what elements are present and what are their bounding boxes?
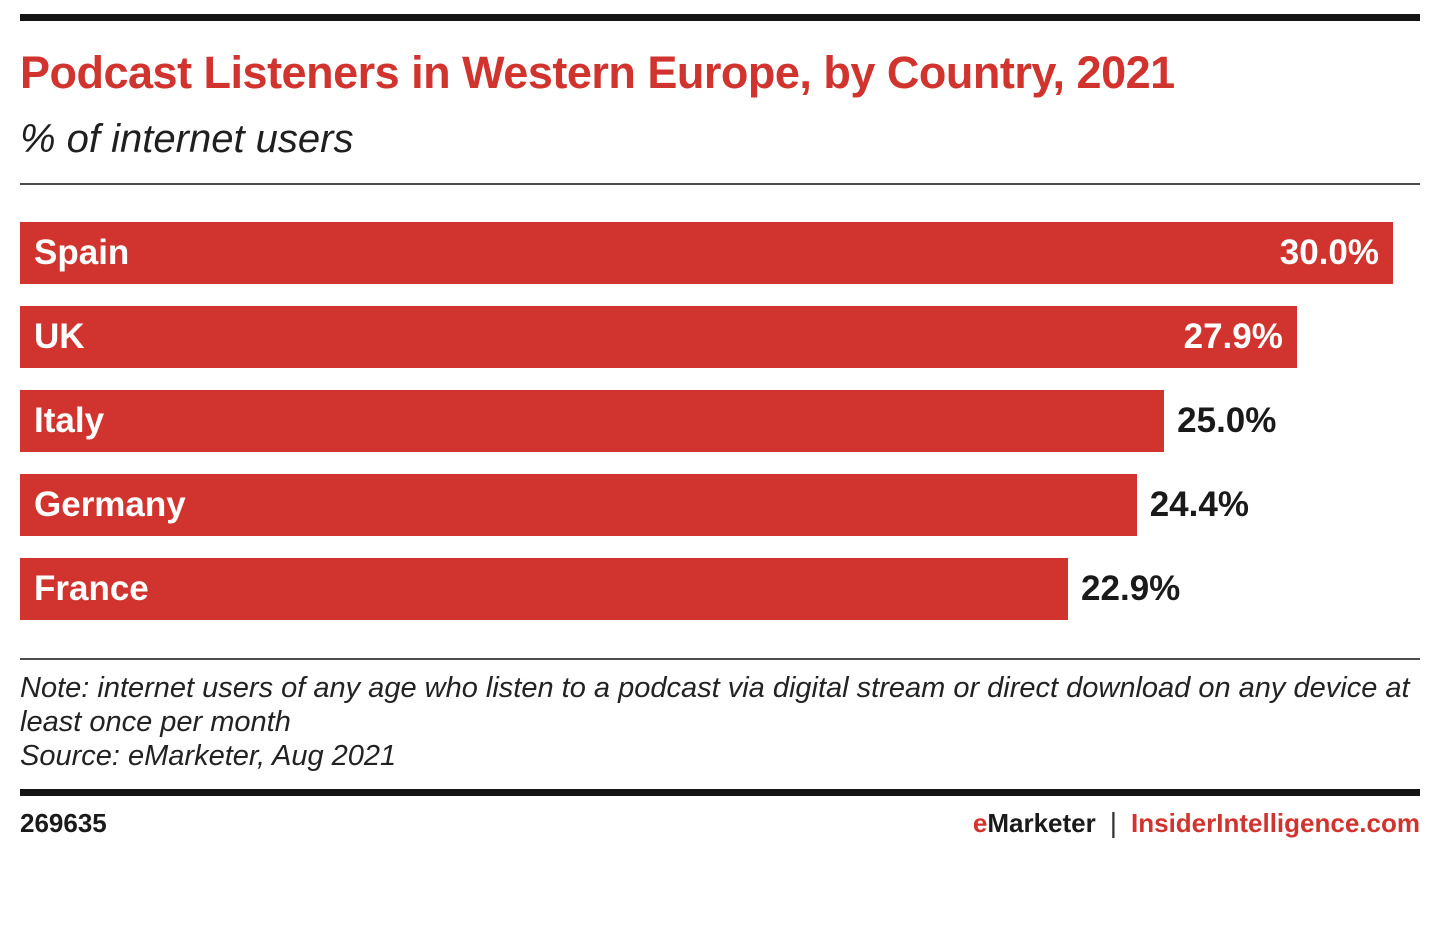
bar-value-label: 24.4% [1149, 485, 1249, 524]
bar-value-label: 25.0% [1177, 401, 1277, 440]
note-divider [20, 658, 1420, 660]
emarketer-logo-e: e [972, 807, 988, 838]
brand-divider: | [1109, 807, 1118, 838]
bar-row: France 22.9% [20, 558, 1393, 620]
chart-page: Podcast Listeners in Western Europe, by … [0, 14, 1440, 930]
chart-id: 269635 [20, 807, 107, 838]
notes-block: Note: internet users of any age who list… [20, 671, 1418, 773]
bar-chart: Spain 30.0% UK 27.9% Italy 25.0% Germany 24.4% F… [20, 222, 1393, 620]
bar-category-label: Spain [34, 233, 130, 272]
bar-value-label: 30.0% [1279, 233, 1379, 272]
note-text: Note: internet users of any age who list… [20, 672, 1410, 738]
bar-row: Italy 25.0% [20, 390, 1393, 452]
emarketer-logo: eMarketer [973, 808, 1096, 839]
brand-lockup: eMarketer | InsiderIntelligence.com [973, 807, 1420, 839]
bar-germany: Germany [20, 474, 1137, 536]
bar-row: Spain 30.0% [20, 222, 1393, 284]
bar-value-label: 22.9% [1081, 569, 1181, 608]
bar-category-label: Italy [34, 401, 105, 440]
footer-rule [20, 789, 1420, 796]
bar-category-label: Germany [34, 485, 186, 524]
insiderintelligence-logo: InsiderIntelligence.com [1131, 807, 1420, 838]
page-title: Podcast Listeners in Western Europe, by … [20, 47, 1175, 98]
bar-category-label: UK [34, 317, 85, 356]
header-divider [20, 183, 1420, 185]
bar-france: France [20, 558, 1069, 620]
bar-spain: Spain 30.0% [20, 222, 1393, 284]
bar-italy: Italy [20, 390, 1165, 452]
source-text: Source: eMarketer, Aug 2021 [20, 740, 397, 772]
footer: 269635 eMarketer | InsiderIntelligence.c… [20, 807, 1420, 839]
bar-row: Germany 24.4% [20, 474, 1393, 536]
bar-category-label: France [34, 569, 149, 608]
page-subtitle: % of internet users [20, 117, 354, 161]
bar-row: UK 27.9% [20, 306, 1393, 368]
top-rule [20, 14, 1420, 21]
bar-uk: UK 27.9% [20, 306, 1297, 368]
emarketer-logo-rest: Marketer [987, 807, 1096, 838]
bar-value-label: 27.9% [1183, 317, 1283, 356]
